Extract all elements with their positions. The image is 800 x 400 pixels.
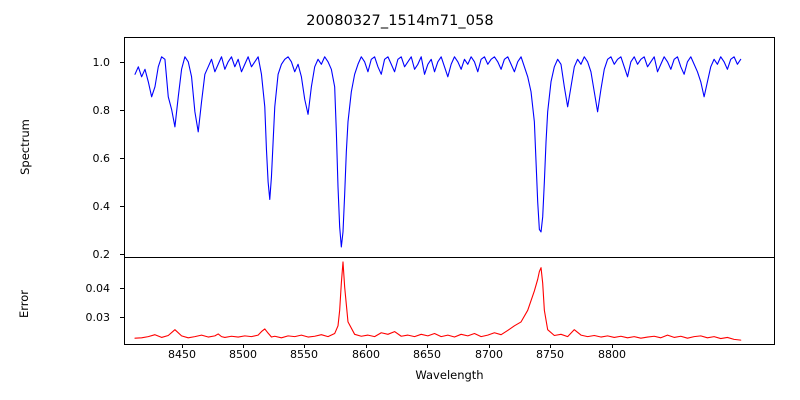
error-plot-area [125,258,774,344]
x-tick-mark-2 [243,344,245,348]
y-tick-mark-spectrum-4 [120,206,124,208]
x-tick-label-3: 8550 [290,348,318,361]
x-tick-mark-1 [182,344,184,348]
y-tick-label-spectrum-1: 1.0 [92,56,111,69]
y-tick-mark-spectrum-3 [120,158,124,160]
error-line [134,261,742,341]
y-tick-mark-spectrum-5 [120,254,124,256]
x-tick-mark-5 [427,344,429,348]
y-tick-label-spectrum-3: 0.6 [92,152,111,165]
x-axis-label: Wavelength [415,368,484,382]
y-axis-label-spectrum: Spectrum [18,119,32,175]
x-tick-label-4: 8600 [352,348,380,361]
x-tick-mark-4 [366,344,368,348]
y-tick-label-error-1: 0.04 [85,282,111,295]
x-tick-label-1: 8450 [168,348,196,361]
error-line-svg [134,261,742,341]
x-tick-label-8: 8800 [598,348,626,361]
x-tick-mark-6 [489,344,491,348]
spectrum-line [134,56,742,248]
y-tick-mark-spectrum-2 [120,110,124,112]
y-tick-mark-error-1 [120,288,124,290]
y-tick-label-error-2: 0.03 [85,311,111,324]
x-tick-label-5: 8650 [413,348,441,361]
x-tick-label-6: 8700 [475,348,503,361]
spectrum-plot-area [125,38,774,257]
spectrum-line-svg [134,56,742,248]
y-tick-label-spectrum-2: 0.8 [92,104,111,117]
y-axis-label-error: Error [17,289,31,319]
error-axes [124,258,775,345]
x-tick-mark-8 [612,344,614,348]
y-tick-label-spectrum-4: 0.4 [92,200,111,213]
spectrum-axes [124,37,775,258]
y-tick-mark-error-2 [120,317,124,319]
x-tick-mark-7 [550,344,552,348]
y-tick-mark-spectrum-1 [120,62,124,64]
page-title: 20080327_1514m71_058 [306,13,494,29]
y-tick-label-spectrum-5: 0.2 [92,248,111,261]
x-tick-mark-3 [304,344,306,348]
x-tick-label-7: 8750 [536,348,564,361]
x-tick-label-2: 8500 [229,348,257,361]
